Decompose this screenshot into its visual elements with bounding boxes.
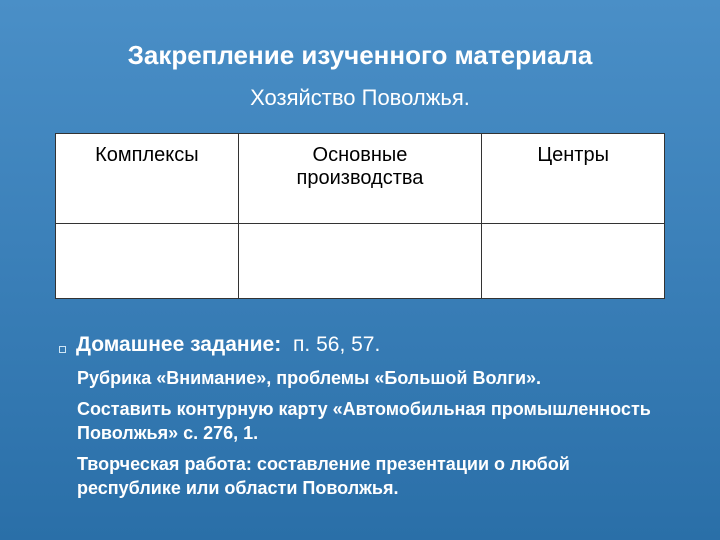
bullet-icon xyxy=(59,346,66,353)
table-row xyxy=(56,224,665,299)
table-header-cell: Основные производства xyxy=(238,134,482,224)
table-cell xyxy=(238,224,482,299)
table-header-cell: Центры xyxy=(482,134,665,224)
table-header-row: Комплексы Основные производства Центры xyxy=(56,134,665,224)
body-line: Творческая работа: составление презентац… xyxy=(77,453,665,500)
slide-title: Закрепление изученного материала xyxy=(55,40,665,71)
content-table: Комплексы Основные производства Центры xyxy=(55,133,665,299)
homework-text: п. 56, 57. xyxy=(293,333,380,356)
homework-label: Домашнее задание: xyxy=(76,333,281,356)
homework-line: Домашнее задание: п. 56, 57. xyxy=(55,333,665,357)
body-line: Составить контурную карту «Автомобильная… xyxy=(77,398,665,445)
table-header-cell: Комплексы xyxy=(56,134,239,224)
body-line: Рубрика «Внимание», проблемы «Большой Во… xyxy=(77,367,665,390)
table-cell xyxy=(56,224,239,299)
table-cell xyxy=(482,224,665,299)
slide-subtitle: Хозяйство Поволжья. xyxy=(55,85,665,111)
